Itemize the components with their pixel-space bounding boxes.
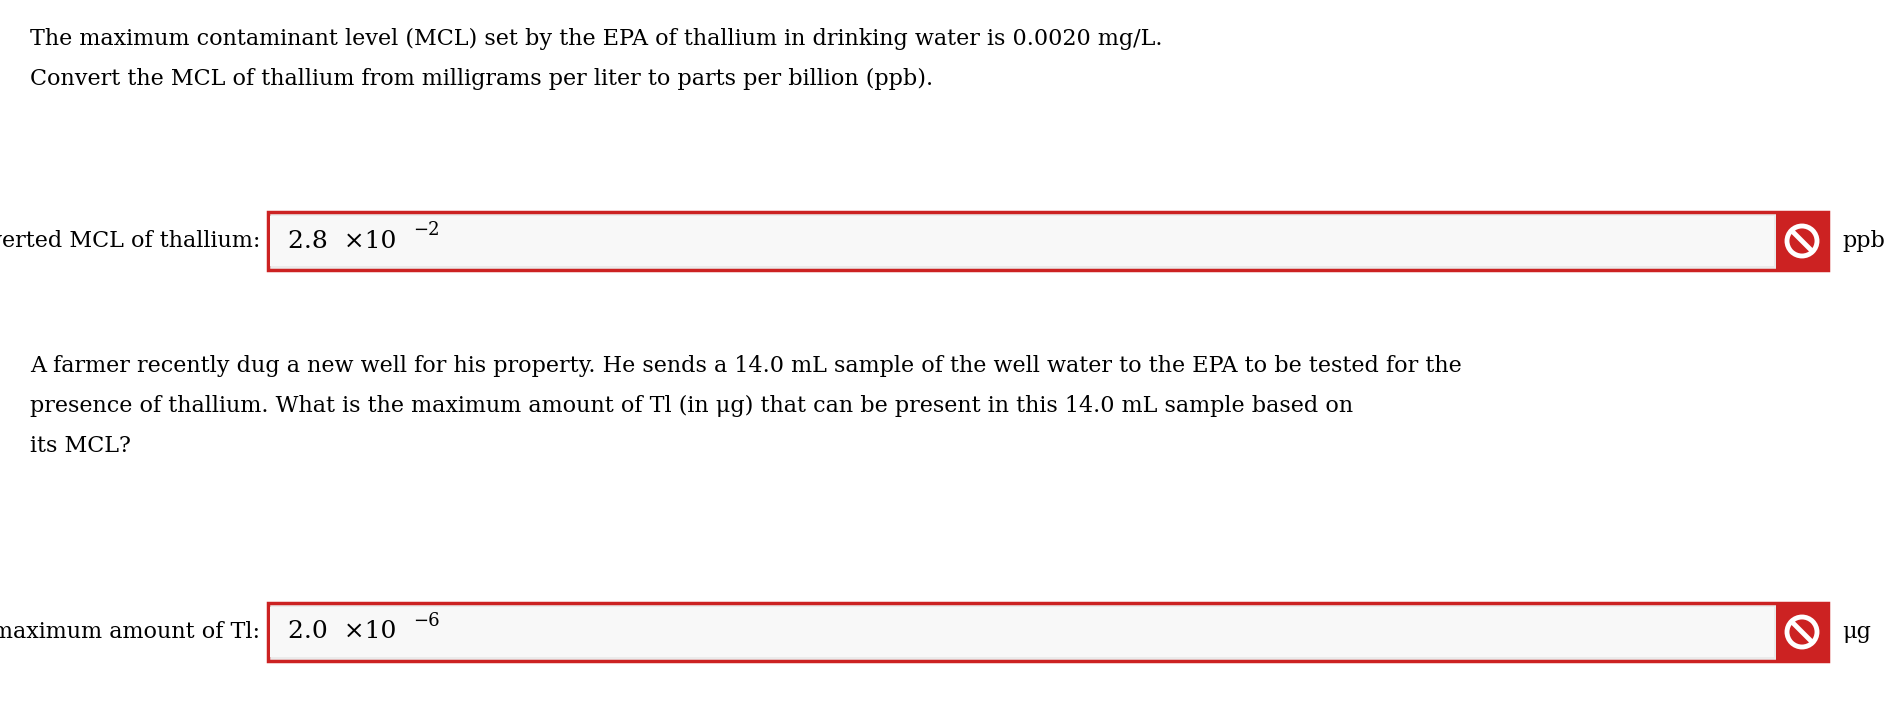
Text: converted MCL of thallium:: converted MCL of thallium: <box>0 230 261 252</box>
Text: 2.8  ×10: 2.8 ×10 <box>287 229 397 253</box>
Text: Convert the MCL of thallium from milligrams per liter to parts per billion (ppb): Convert the MCL of thallium from milligr… <box>30 68 933 90</box>
FancyBboxPatch shape <box>270 216 1774 266</box>
Text: ppb: ppb <box>1842 230 1883 252</box>
Text: A farmer recently dug a new well for his property. He sends a 14.0 mL sample of : A farmer recently dug a new well for his… <box>30 355 1460 377</box>
Text: −6: −6 <box>414 612 440 630</box>
FancyBboxPatch shape <box>268 603 1827 661</box>
Text: μg: μg <box>1842 621 1870 643</box>
FancyBboxPatch shape <box>268 212 1827 270</box>
FancyBboxPatch shape <box>1776 212 1827 270</box>
Text: maximum amount of Tl:: maximum amount of Tl: <box>0 621 261 643</box>
FancyBboxPatch shape <box>270 607 1774 657</box>
Text: 2.0  ×10: 2.0 ×10 <box>287 621 397 643</box>
Text: The maximum contaminant level (MCL) set by the EPA of thallium in drinking water: The maximum contaminant level (MCL) set … <box>30 28 1162 50</box>
FancyBboxPatch shape <box>1776 603 1827 661</box>
Text: −2: −2 <box>414 221 440 239</box>
Text: its MCL?: its MCL? <box>30 435 130 457</box>
Text: presence of thallium. What is the maximum amount of Tl (in μg) that can be prese: presence of thallium. What is the maximu… <box>30 395 1353 417</box>
